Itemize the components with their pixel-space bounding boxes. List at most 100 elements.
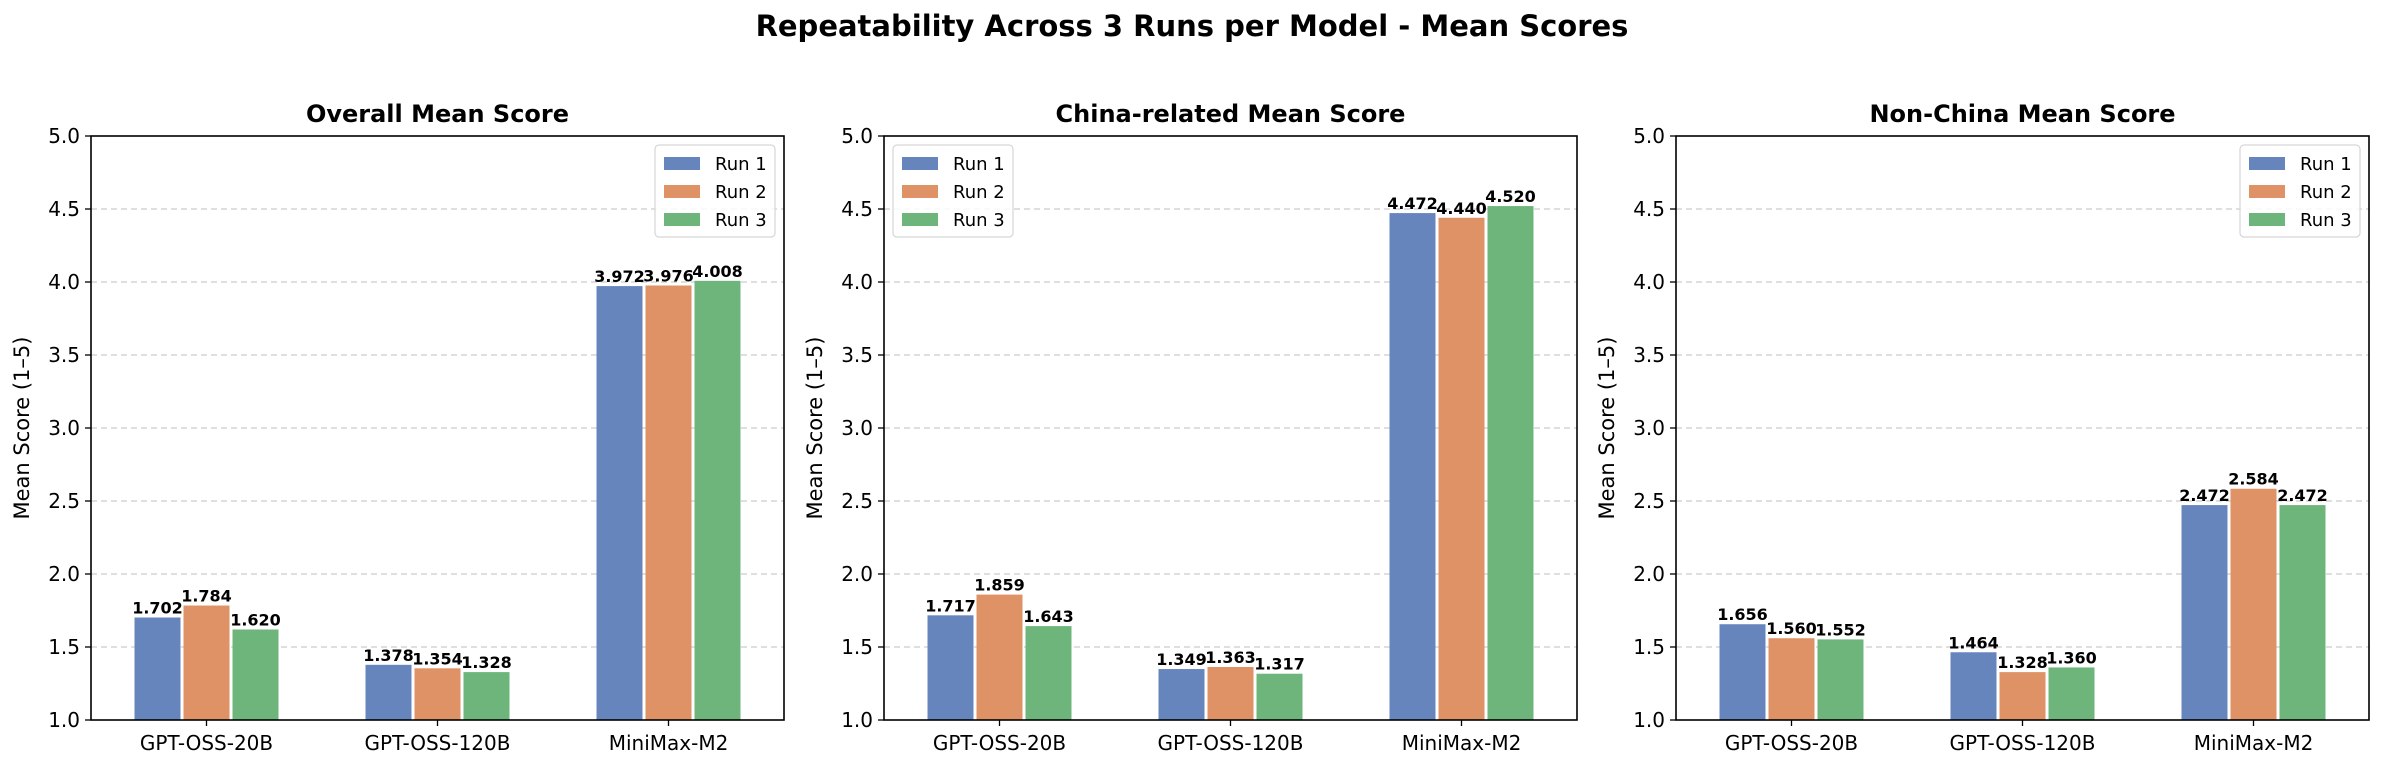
- data-label: 1.859: [974, 576, 1025, 595]
- legend-swatch: [2249, 157, 2285, 170]
- data-label: 3.972: [594, 267, 645, 286]
- bar: [1256, 673, 1303, 720]
- data-label: 1.363: [1205, 648, 1256, 667]
- x-tick-label: GPT-OSS-120B: [365, 731, 511, 755]
- legend-swatch: [664, 157, 700, 170]
- bar: [694, 280, 741, 720]
- y-tick-label: 3.0: [1633, 416, 1665, 440]
- data-label: 2.584: [2228, 470, 2279, 489]
- data-label: 1.354: [412, 649, 463, 668]
- y-tick-label: 2.0: [48, 562, 80, 586]
- x-tick-label: MiniMax-M2: [609, 731, 729, 755]
- x-tick-label: MiniMax-M2: [2194, 731, 2314, 755]
- chart-panel-2: 1.717 1.349 4.472 1.859 1.363 4.440 1.643 1.317…: [803, 100, 1578, 755]
- y-axis-label: Mean Score (1–5): [1595, 337, 1619, 520]
- data-label: 1.560: [1766, 619, 1817, 638]
- bar: [2048, 667, 2095, 720]
- y-tick-label: 1.5: [841, 635, 873, 659]
- legend-swatch: [902, 157, 938, 170]
- data-label: 4.472: [1387, 194, 1438, 213]
- data-label: 1.717: [925, 596, 976, 615]
- chart-panel-3: 1.656 1.464 2.472 1.560 1.328 2.584 1.552 1.360…: [1595, 100, 2370, 755]
- bar: [365, 664, 412, 720]
- y-tick-label: 3.0: [48, 416, 80, 440]
- data-label: 1.328: [1997, 653, 2048, 672]
- legend: Run 1 Run 2 Run 3: [654, 144, 776, 238]
- data-label: 1.360: [2046, 648, 2097, 667]
- y-tick-label: 5.0: [1633, 124, 1665, 148]
- data-label: 1.317: [1254, 655, 1305, 674]
- chart-panel-1: 1.702 1.378 3.972 1.784 1.354 3.976 1.620 1.328…: [10, 100, 785, 755]
- y-tick-label: 3.0: [841, 416, 873, 440]
- bar: [183, 605, 230, 720]
- bar: [1950, 652, 1997, 720]
- data-label: 4.520: [1485, 187, 1536, 206]
- legend-label: Run 3: [715, 210, 767, 231]
- data-label: 1.656: [1717, 605, 1768, 624]
- chart-title: Overall Mean Score: [306, 100, 569, 128]
- legend: Run 1 Run 2 Run 3: [2239, 144, 2361, 238]
- data-label: 1.464: [1948, 633, 1999, 652]
- data-label: 1.784: [181, 587, 232, 606]
- y-tick-label: 3.5: [1633, 343, 1665, 367]
- y-tick-label: 4.0: [841, 270, 873, 294]
- y-tick-label: 5.0: [841, 124, 873, 148]
- legend-label: Run 3: [2300, 210, 2352, 231]
- y-tick-label: 4.5: [841, 197, 873, 221]
- y-tick-label: 4.5: [1633, 197, 1665, 221]
- legend-swatch: [902, 185, 938, 198]
- y-tick-label: 4.0: [1633, 270, 1665, 294]
- legend-label: Run 1: [953, 154, 1005, 175]
- data-label: 1.349: [1156, 650, 1207, 669]
- bar: [1158, 669, 1205, 720]
- bar: [1817, 639, 1864, 720]
- chart-title: Non-China Mean Score: [1869, 100, 2175, 128]
- legend-label: Run 2: [953, 182, 1005, 203]
- bar: [976, 594, 1023, 720]
- chart-panels: 1.702 1.378 3.972 1.784 1.354 3.976 1.620 1.328…: [10, 100, 2370, 755]
- bar: [596, 286, 643, 720]
- bar: [1025, 626, 1072, 720]
- y-tick-label: 2.5: [1633, 489, 1665, 513]
- bar: [1487, 206, 1534, 720]
- data-label: 4.008: [692, 262, 743, 281]
- bar: [2181, 505, 2228, 720]
- legend-label: Run 3: [953, 210, 1005, 231]
- figure-title: Repeatability Across 3 Runs per Model - …: [756, 9, 1629, 43]
- y-axis-label: Mean Score (1–5): [10, 337, 34, 520]
- data-label: 1.643: [1023, 607, 1074, 626]
- y-tick-label: 2.5: [48, 489, 80, 513]
- legend-swatch: [902, 213, 938, 226]
- y-tick-label: 1.5: [48, 635, 80, 659]
- x-tick-label: MiniMax-M2: [1402, 731, 1522, 755]
- y-tick-label: 1.5: [1633, 635, 1665, 659]
- bar: [414, 668, 461, 720]
- bar: [2230, 488, 2277, 720]
- legend-swatch: [2249, 185, 2285, 198]
- y-tick-label: 4.0: [48, 270, 80, 294]
- data-label: 1.378: [363, 646, 414, 665]
- bar: [1389, 213, 1436, 720]
- y-tick-label: 1.0: [841, 708, 873, 732]
- data-label: 4.440: [1436, 199, 1487, 218]
- y-tick-label: 1.0: [1633, 708, 1665, 732]
- y-tick-label: 2.0: [1633, 562, 1665, 586]
- bar: [1768, 638, 1815, 720]
- legend-label: Run 1: [715, 154, 767, 175]
- y-tick-label: 2.5: [841, 489, 873, 513]
- legend-label: Run 1: [2300, 154, 2352, 175]
- bar: [2279, 505, 2326, 720]
- x-tick-label: GPT-OSS-20B: [1725, 731, 1858, 755]
- x-tick-label: GPT-OSS-120B: [1950, 731, 2096, 755]
- legend-swatch: [664, 213, 700, 226]
- y-tick-label: 3.5: [48, 343, 80, 367]
- data-label: 1.328: [461, 653, 512, 672]
- bar: [232, 629, 279, 720]
- y-tick-label: 1.0: [48, 708, 80, 732]
- data-label: 2.472: [2179, 486, 2230, 505]
- legend-swatch: [2249, 213, 2285, 226]
- bar: [1207, 667, 1254, 720]
- bar: [134, 617, 181, 720]
- legend-swatch: [664, 185, 700, 198]
